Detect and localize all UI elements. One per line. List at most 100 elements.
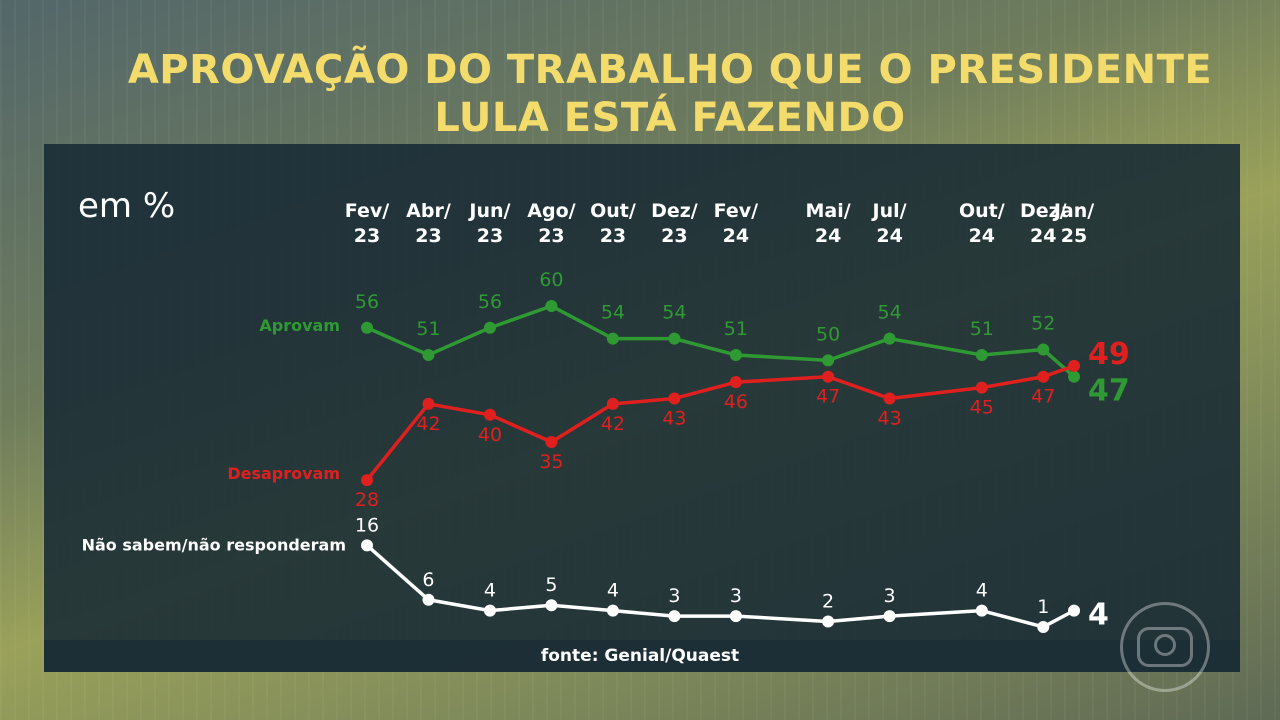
data-point: [361, 474, 373, 487]
x-tick-label: Fev/: [714, 200, 758, 222]
data-point: [1068, 604, 1081, 617]
x-tick-label: 25: [1061, 225, 1087, 247]
data-point: [422, 348, 435, 361]
data-label: 54: [662, 302, 686, 324]
data-point: [668, 610, 681, 623]
x-tick-label: Dez/: [1020, 200, 1067, 222]
data-label: 4: [976, 580, 988, 602]
data-point: [822, 615, 835, 628]
chart-panel: [44, 144, 1240, 672]
data-point: [975, 381, 988, 394]
data-point: [361, 539, 373, 552]
x-tick-label: 23: [538, 225, 564, 247]
data-label: 3: [730, 585, 742, 607]
x-tick-label: Dez/: [651, 200, 698, 222]
data-point: [883, 610, 896, 623]
data-label: 2: [822, 591, 834, 613]
data-point: [1037, 620, 1050, 633]
x-tick-label: Out/: [590, 200, 636, 222]
data-label: 47: [816, 386, 840, 408]
x-tick-label: 23: [661, 225, 687, 247]
x-tick-label: Jun/: [467, 200, 510, 222]
chart-title: APROVAÇÃO DO TRABALHO QUE O PRESIDENTE L…: [0, 46, 1280, 142]
data-label: 46: [724, 391, 748, 413]
data-point: [545, 436, 558, 448]
data-label: 42: [601, 413, 625, 435]
data-point: [1037, 343, 1050, 356]
data-point: [729, 610, 742, 623]
unit-label: em %: [78, 186, 176, 226]
data-label: 56: [355, 291, 379, 313]
data-label: 43: [662, 407, 686, 429]
data-label: 45: [970, 397, 994, 419]
data-label: 51: [724, 318, 748, 340]
data-point: [668, 332, 681, 345]
x-tick-label: 23: [415, 225, 441, 247]
data-label: 56: [478, 291, 502, 313]
x-tick-label: 24: [815, 225, 841, 247]
data-label-final: 49: [1088, 337, 1130, 372]
data-point: [545, 599, 558, 612]
data-label: 5: [545, 574, 557, 596]
data-point: [975, 604, 988, 617]
x-tick-label: 24: [876, 225, 902, 247]
data-point: [729, 376, 742, 389]
data-label: 35: [539, 451, 563, 473]
data-label: 47: [1031, 386, 1055, 408]
data-point: [822, 370, 835, 383]
x-tick-label: Mai/: [806, 200, 851, 222]
series-name-label: Não sabem/não responderam: [82, 535, 346, 554]
data-point: [545, 300, 558, 312]
data-label: 54: [601, 302, 625, 324]
data-point: [483, 321, 496, 334]
data-label: 51: [970, 318, 994, 340]
title-line-2: LULA ESTÁ FAZENDO: [434, 95, 906, 141]
data-label: 6: [422, 569, 434, 591]
x-tick-label: 23: [354, 225, 380, 247]
x-tick-label: Fev/: [345, 200, 389, 222]
data-label: 16: [355, 514, 379, 536]
x-tick-label: 24: [723, 225, 749, 247]
x-tick-label: Abr/: [406, 200, 451, 222]
x-tick-label: 23: [600, 225, 626, 247]
data-label: 3: [884, 585, 896, 607]
data-label: 50: [816, 323, 840, 345]
globo-logo-icon: [1120, 602, 1210, 692]
data-point: [668, 392, 681, 405]
data-label: 43: [877, 407, 901, 429]
data-point: [822, 354, 835, 367]
x-tick-label: 23: [477, 225, 503, 247]
series-line-2: [365, 544, 1075, 629]
series-line-0: [366, 304, 1076, 379]
data-point: [975, 348, 988, 361]
series-line-1: [365, 364, 1075, 482]
x-tick-label: 24: [969, 225, 995, 247]
data-point: [606, 604, 619, 617]
data-label-final: 4: [1088, 598, 1109, 633]
series-name-label: Desaprovam: [227, 464, 340, 483]
data-point: [422, 397, 435, 410]
data-label: 51: [416, 318, 440, 340]
x-tick-label: Jul/: [871, 200, 907, 222]
data-point: [1068, 370, 1081, 383]
data-point: [1037, 370, 1050, 383]
data-point: [361, 321, 373, 334]
data-label: 60: [539, 269, 563, 291]
x-tick-label: Jan/: [1052, 200, 1094, 222]
data-label: 1: [1037, 596, 1049, 618]
data-point: [422, 593, 435, 606]
data-label: 52: [1031, 313, 1055, 335]
data-point: [483, 604, 496, 617]
data-label: 40: [478, 424, 502, 446]
data-point: [729, 348, 742, 361]
title-line-1: APROVAÇÃO DO TRABALHO QUE O PRESIDENTE: [127, 47, 1213, 93]
data-point: [483, 408, 496, 421]
data-label-final: 47: [1088, 374, 1130, 409]
data-point: [883, 332, 896, 345]
data-point: [606, 332, 619, 345]
x-tick-label: Out/: [959, 200, 1005, 222]
data-label: 4: [484, 580, 496, 602]
data-point: [883, 392, 896, 405]
footer-bar: [44, 640, 1240, 672]
source-label: fonte: Genial/Quaest: [540, 646, 740, 666]
